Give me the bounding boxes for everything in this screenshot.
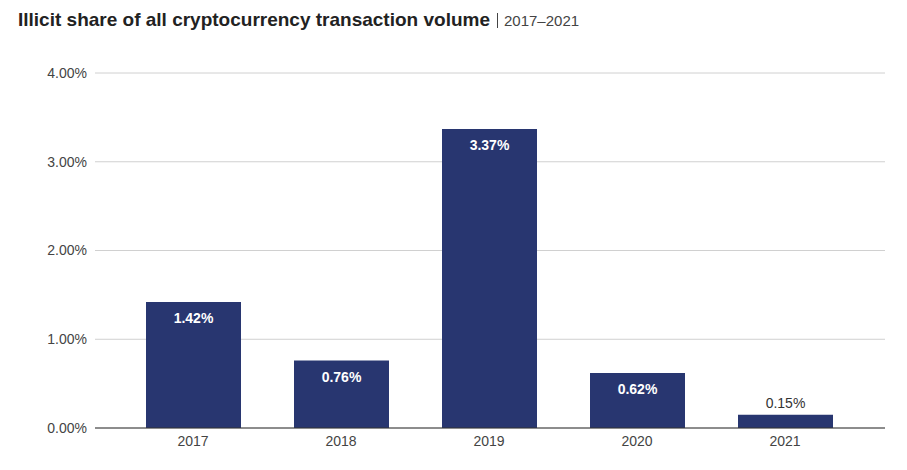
html-text:2017–2021: 2017–2021 [504,11,580,29]
svg-text:0.76%: 0.76% [322,369,362,385]
svg-text:2.00%: 2.00% [47,242,87,258]
svg-text:2021: 2021 [769,433,800,449]
svg-text:2020: 2020 [621,433,652,449]
svg-text:3.00%: 3.00% [47,154,87,170]
svg-text:1.00%: 1.00% [47,331,87,347]
svg-text:0.15%: 0.15% [766,395,806,411]
svg-text:1.42%: 1.42% [174,310,214,326]
svg-text:0.62%: 0.62% [618,381,658,397]
html-text:Illicit share of all cryptocur: Illicit share of all cryptocurrency tran… [18,9,490,30]
svg-text:2017: 2017 [177,433,208,449]
svg-text:4.00%: 4.00% [47,65,87,81]
svg-text:2018: 2018 [325,433,356,449]
svg-text:0.00%: 0.00% [47,420,87,436]
svg-text:3.37%: 3.37% [470,137,510,153]
svg-text:2019: 2019 [473,433,504,449]
